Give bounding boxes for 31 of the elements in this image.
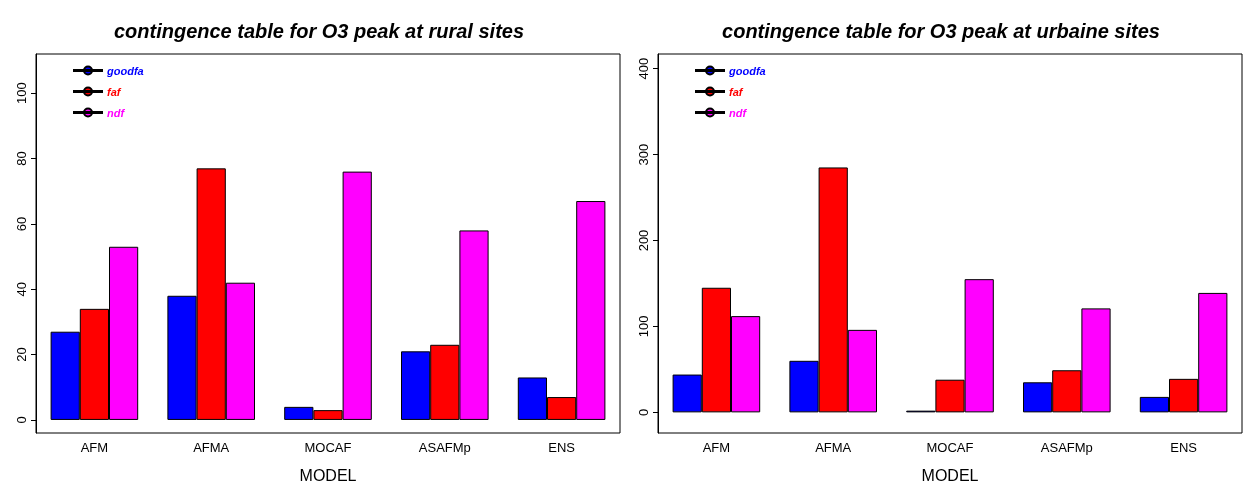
x-tick-label: MOCAF <box>304 440 352 455</box>
legend-label: faf <box>107 85 122 98</box>
x-axis-title: MODEL <box>299 466 357 484</box>
y-tick-label: 0 <box>14 416 29 424</box>
x-tick-label: ENS <box>548 440 576 455</box>
y-tick-label: 100 <box>635 315 651 338</box>
y-tick-label: 300 <box>635 143 651 166</box>
x-tick-label: ASAFMp <box>1040 440 1093 455</box>
x-tick-label: ASAFMp <box>418 440 471 455</box>
x-axis-title: MODEL <box>921 466 979 484</box>
y-tick-label: 80 <box>14 151 29 166</box>
y-tick-label: 60 <box>14 216 29 232</box>
y-tick-label: 100 <box>14 82 29 105</box>
chart-title: contingence table for O3 peak at rural sites <box>113 20 525 42</box>
x-tick-label: AFM <box>80 440 109 455</box>
x-tick-label: MOCAF <box>926 440 974 455</box>
x-tick-label: AFMA <box>814 440 852 455</box>
legend-label: ndf <box>107 106 126 119</box>
legend-label: faf <box>728 85 744 98</box>
x-tick-label: AFM <box>702 440 730 455</box>
x-tick-label: ENS <box>1169 440 1197 455</box>
chart-title: contingence table for O3 peak at urbaine sites <box>721 20 1160 42</box>
legend-label: ndf <box>728 106 747 119</box>
legend-label: goodfa <box>106 64 144 77</box>
x-tick-label: AFMA <box>193 440 230 455</box>
y-tick-label: 400 <box>635 57 651 80</box>
y-tick-label: 200 <box>635 229 651 252</box>
y-tick-label: 0 <box>635 408 651 416</box>
y-tick-label: 40 <box>14 282 29 297</box>
y-tick-label: 20 <box>14 347 29 362</box>
legend-label: goodfa <box>727 64 766 77</box>
